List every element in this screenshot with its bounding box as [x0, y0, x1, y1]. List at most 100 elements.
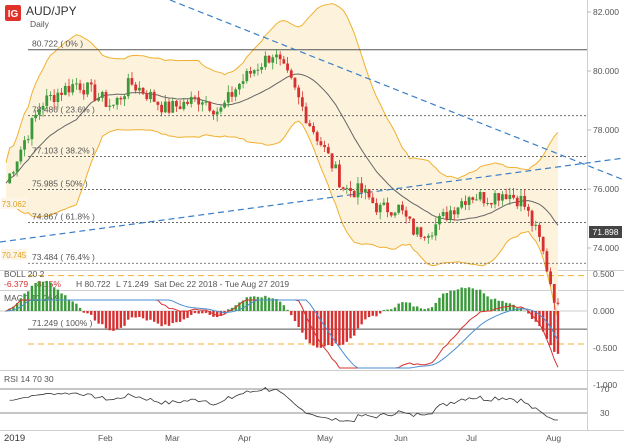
macd-histogram-bar: [430, 307, 434, 311]
candle-body: [286, 63, 289, 71]
candle-body: [197, 97, 201, 105]
macd-histogram-bar: [193, 311, 197, 314]
macd-histogram-bar: [427, 308, 430, 311]
ascending-trendline: [0, 157, 624, 243]
candle-body: [449, 210, 452, 220]
left-badge-lower-text: 70.745: [2, 251, 27, 260]
price-tick-label: 82.000: [593, 7, 619, 17]
symbol-title: AUD/JPY: [26, 4, 77, 18]
macd-histogram-bar: [286, 309, 289, 311]
macd-histogram-bar: [293, 311, 297, 322]
macd-histogram-bar: [419, 308, 423, 311]
macd-histogram-bar: [382, 310, 386, 311]
macd-histogram-bar: [556, 311, 560, 354]
candle-body: [526, 206, 530, 211]
macd-histogram-bar: [215, 311, 219, 318]
candle-body: [393, 212, 397, 216]
boll-title: BOLL 20 2: [4, 269, 45, 279]
candle-body: [293, 77, 297, 88]
macd-histogram-bar: [475, 289, 478, 311]
x-axis-label: May: [317, 433, 334, 443]
candle-body: [249, 70, 252, 74]
macd-histogram-bar: [130, 311, 134, 318]
macd-histogram-bar: [364, 311, 367, 320]
candle-body: [438, 215, 441, 225]
macd-histogram-bar: [34, 282, 37, 311]
macd-histogram-bar: [204, 311, 208, 313]
candle-body: [41, 105, 45, 110]
macd-histogram-bar: [412, 306, 415, 311]
candle-body: [275, 54, 278, 58]
macd-histogram-bar: [323, 311, 326, 347]
macd-histogram-bar: [282, 305, 286, 311]
macd-histogram-bar: [49, 282, 52, 311]
macd-histogram-bar: [353, 311, 356, 336]
macd-histogram-bar: [486, 296, 489, 311]
boll-range: Sat Dec 22 2018 - Tue Aug 27 2019: [154, 279, 289, 289]
candle-body: [123, 96, 126, 100]
candle-body: [15, 161, 19, 173]
fibonacci-levels: 80.722 ( 0% ) 78.486 ( 23.6% ) 77.103 ( 38…: [28, 39, 587, 345]
candlesticks: [8, 48, 560, 310]
macd-histogram-bar: [356, 311, 360, 329]
candle-body: [145, 93, 149, 100]
ig-logo: [5, 5, 21, 21]
macd-histogram-bar: [104, 311, 108, 329]
bollinger-lower: [5, 120, 559, 319]
candle-body: [119, 97, 123, 100]
interval-label: Daily: [30, 19, 50, 29]
macd-histogram-bar: [30, 285, 34, 311]
candle-body: [412, 218, 415, 235]
macd-histogram-bar: [123, 311, 126, 326]
macd-histogram-bar: [23, 293, 26, 311]
candle-body: [182, 101, 186, 110]
macd-histogram-bar: [93, 311, 97, 321]
macd-histogram-bar: [334, 311, 337, 344]
macd-axis-ticks: 0.500 0.000 -0.500 -1.000: [593, 269, 617, 390]
macd-histogram-bar: [290, 311, 293, 316]
macd-histogram-bar: [52, 287, 56, 311]
x-axis-label: 2019: [4, 433, 25, 444]
candle-body: [56, 92, 60, 103]
macd-histogram-bar: [156, 311, 160, 324]
x-axis: 2019 Feb Mar Apr May Jun Jul Aug: [4, 433, 561, 444]
candle-body: [23, 140, 26, 150]
rsi-line: [9, 387, 559, 423]
candle-body: [375, 203, 378, 213]
candle-body: [12, 172, 15, 174]
candle-body: [263, 55, 267, 68]
candle-body: [260, 67, 264, 70]
x-axis-label: Apr: [238, 433, 251, 443]
macd-histogram-bar: [86, 311, 89, 314]
left-badge-upper: [1, 198, 27, 209]
candle-body: [67, 85, 71, 93]
macd-histogram-bar: [182, 311, 186, 320]
macd-histogram-bar: [312, 311, 315, 346]
candle-body: [171, 100, 175, 113]
candle-body: [141, 87, 145, 94]
macd-histogram-bar: [12, 306, 15, 311]
candle-body: [504, 194, 508, 200]
candle-body: [63, 85, 67, 95]
candle-body: [149, 91, 152, 100]
macd-histogram-bar: [171, 311, 174, 324]
candle-body: [515, 197, 519, 207]
candle-body: [367, 189, 371, 198]
candle-body: [486, 203, 490, 205]
bollinger-fill: [6, 3, 558, 319]
candle-body: [163, 101, 167, 113]
rsi-title: RSI 14 70 30: [4, 374, 54, 384]
candle-body: [430, 235, 434, 237]
candle-body: [475, 199, 478, 201]
candle-body: [115, 97, 119, 105]
candle-body: [326, 147, 330, 154]
boll-value-a: -6.379: [4, 279, 28, 289]
macd-histogram-bar: [445, 293, 449, 311]
macd-histogram-bar: [501, 300, 504, 311]
candle-body: [160, 104, 163, 113]
candle-body: [538, 224, 541, 237]
fib-level-label: 75.985 ( 50% ): [32, 178, 88, 188]
candle-body: [382, 202, 386, 205]
macd-histogram-bar: [408, 302, 412, 311]
candle-body: [482, 192, 486, 204]
